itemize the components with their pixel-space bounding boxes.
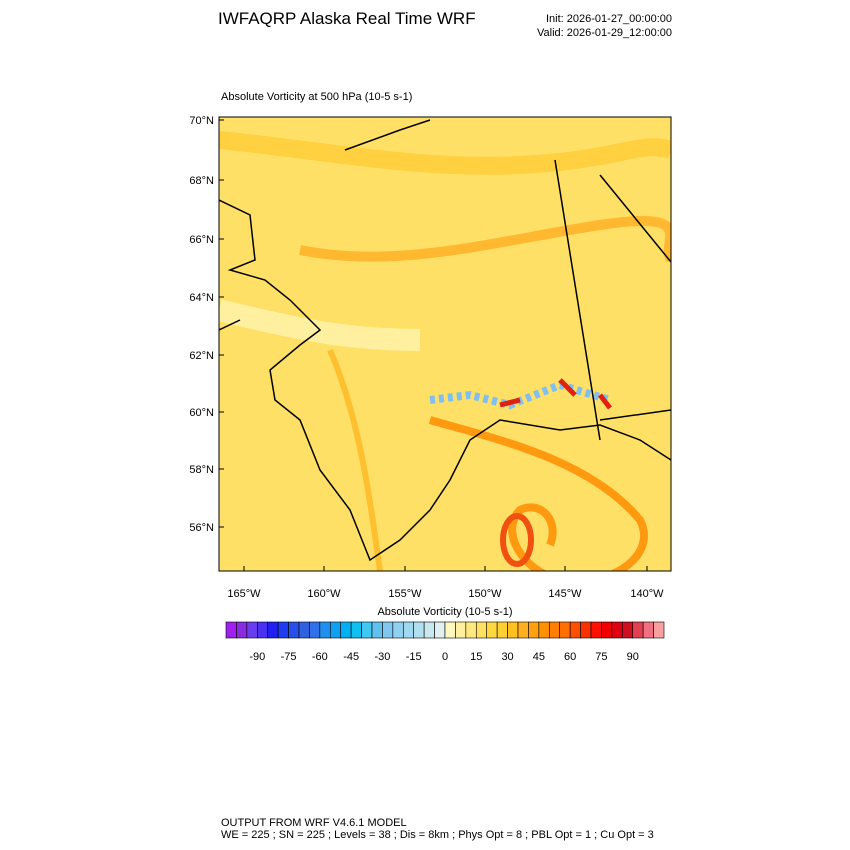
colorbar-box bbox=[496, 621, 508, 639]
colorbar-box bbox=[601, 621, 613, 639]
colorbar-box bbox=[517, 621, 529, 639]
colorbar-box bbox=[455, 621, 467, 639]
colorbar-label: -45 bbox=[343, 651, 359, 663]
map-title: Absolute Vorticity at 500 hPa (10-5 s-1) bbox=[221, 91, 412, 103]
lon-label: 155°W bbox=[388, 588, 422, 600]
colorbar-box bbox=[486, 621, 498, 639]
colorbar-box bbox=[465, 621, 477, 639]
colorbar-box bbox=[236, 621, 248, 639]
colorbar-box bbox=[642, 621, 654, 639]
swirl-core bbox=[500, 513, 534, 567]
init-time: Init: 2026-01-27_00:00:00 bbox=[546, 13, 672, 25]
title: IWFAQRP Alaska Real Time WRF bbox=[218, 9, 476, 28]
colorbar-box bbox=[329, 621, 342, 639]
streak bbox=[219, 299, 421, 351]
colorbar-label: -90 bbox=[249, 651, 265, 663]
colorbar-box bbox=[361, 621, 373, 639]
lat-label: 58°N bbox=[189, 464, 214, 476]
map-frame bbox=[218, 116, 672, 572]
lat-label: 62°N bbox=[189, 350, 214, 362]
colorbar-box bbox=[569, 621, 581, 639]
colorbar-label: -60 bbox=[312, 651, 328, 663]
colorbar-box bbox=[225, 621, 237, 639]
colorbar-box bbox=[632, 621, 644, 639]
colorbar-box bbox=[309, 621, 321, 639]
colorbar-label: -75 bbox=[281, 651, 297, 663]
colorbar-box bbox=[382, 621, 394, 639]
lat-label: 56°N bbox=[189, 522, 214, 534]
colorbar-box bbox=[402, 621, 415, 639]
lon-label: 150°W bbox=[468, 588, 502, 600]
coastline bbox=[219, 119, 671, 562]
streak bbox=[299, 216, 671, 263]
streak-strong bbox=[499, 378, 612, 410]
colorbar-box bbox=[538, 621, 550, 639]
colorbar-box bbox=[256, 621, 269, 639]
colorbar-box bbox=[528, 621, 540, 639]
colorbar-box bbox=[475, 621, 488, 639]
colorbar-box bbox=[548, 621, 561, 639]
colorbar-label: 15 bbox=[470, 651, 482, 663]
colorbar-label: 60 bbox=[564, 651, 576, 663]
colorbar-label: -15 bbox=[406, 651, 422, 663]
lon-label: 165°W bbox=[227, 588, 261, 600]
lon-label: 140°W bbox=[630, 588, 664, 600]
swirl bbox=[428, 416, 648, 571]
colorbar-title: Absolute Vorticity (10-5 s-1) bbox=[377, 606, 512, 618]
lat-label: 68°N bbox=[189, 175, 214, 187]
colorbar-box bbox=[413, 621, 425, 639]
streak bbox=[219, 131, 671, 175]
colorbar-label: 30 bbox=[501, 651, 513, 663]
colorbar-box bbox=[559, 621, 571, 639]
colorbar-box bbox=[288, 621, 300, 639]
colorbar-box bbox=[246, 621, 258, 639]
colorbar-box bbox=[580, 621, 592, 639]
colorbar-box bbox=[350, 621, 362, 639]
colorbar-box bbox=[444, 621, 456, 639]
background-field bbox=[219, 117, 671, 571]
lat-label: 64°N bbox=[189, 292, 214, 304]
colorbar-box bbox=[267, 621, 279, 639]
footer-line: WE = 225 ; SN = 225 ; Levels = 38 ; Dis … bbox=[221, 829, 654, 841]
streak bbox=[327, 348, 383, 571]
borders bbox=[554, 159, 671, 441]
colorbar-label: -30 bbox=[374, 651, 390, 663]
colorbar-label: 90 bbox=[627, 651, 639, 663]
colorbar-box bbox=[611, 621, 623, 639]
valid-time: Valid: 2026-01-29_12:00:00 bbox=[537, 27, 672, 39]
colorbar-label: 0 bbox=[442, 651, 448, 663]
colorbar-box bbox=[434, 621, 446, 639]
colorbar-box bbox=[277, 621, 289, 639]
colorbar-label: 45 bbox=[533, 651, 545, 663]
colorbar-box bbox=[423, 621, 435, 639]
colorbar-box bbox=[371, 621, 383, 639]
lat-label: 70°N bbox=[189, 115, 214, 127]
lat-label: 66°N bbox=[189, 234, 214, 246]
colorbar-box bbox=[319, 621, 331, 639]
lon-label: 145°W bbox=[548, 588, 582, 600]
colorbar-box bbox=[507, 621, 519, 639]
colorbar-box bbox=[590, 621, 602, 639]
colorbar-box bbox=[653, 621, 665, 639]
colorbar-box bbox=[340, 621, 352, 639]
colorbar-box bbox=[298, 621, 310, 639]
map-field bbox=[219, 117, 671, 571]
lon-label: 160°W bbox=[307, 588, 341, 600]
colorbar-box bbox=[621, 621, 634, 639]
footer-line: OUTPUT FROM WRF V4.6.1 MODEL bbox=[221, 817, 407, 829]
colorbar-box bbox=[392, 621, 404, 639]
colorbar-label: 75 bbox=[595, 651, 607, 663]
lat-label: 60°N bbox=[189, 407, 214, 419]
